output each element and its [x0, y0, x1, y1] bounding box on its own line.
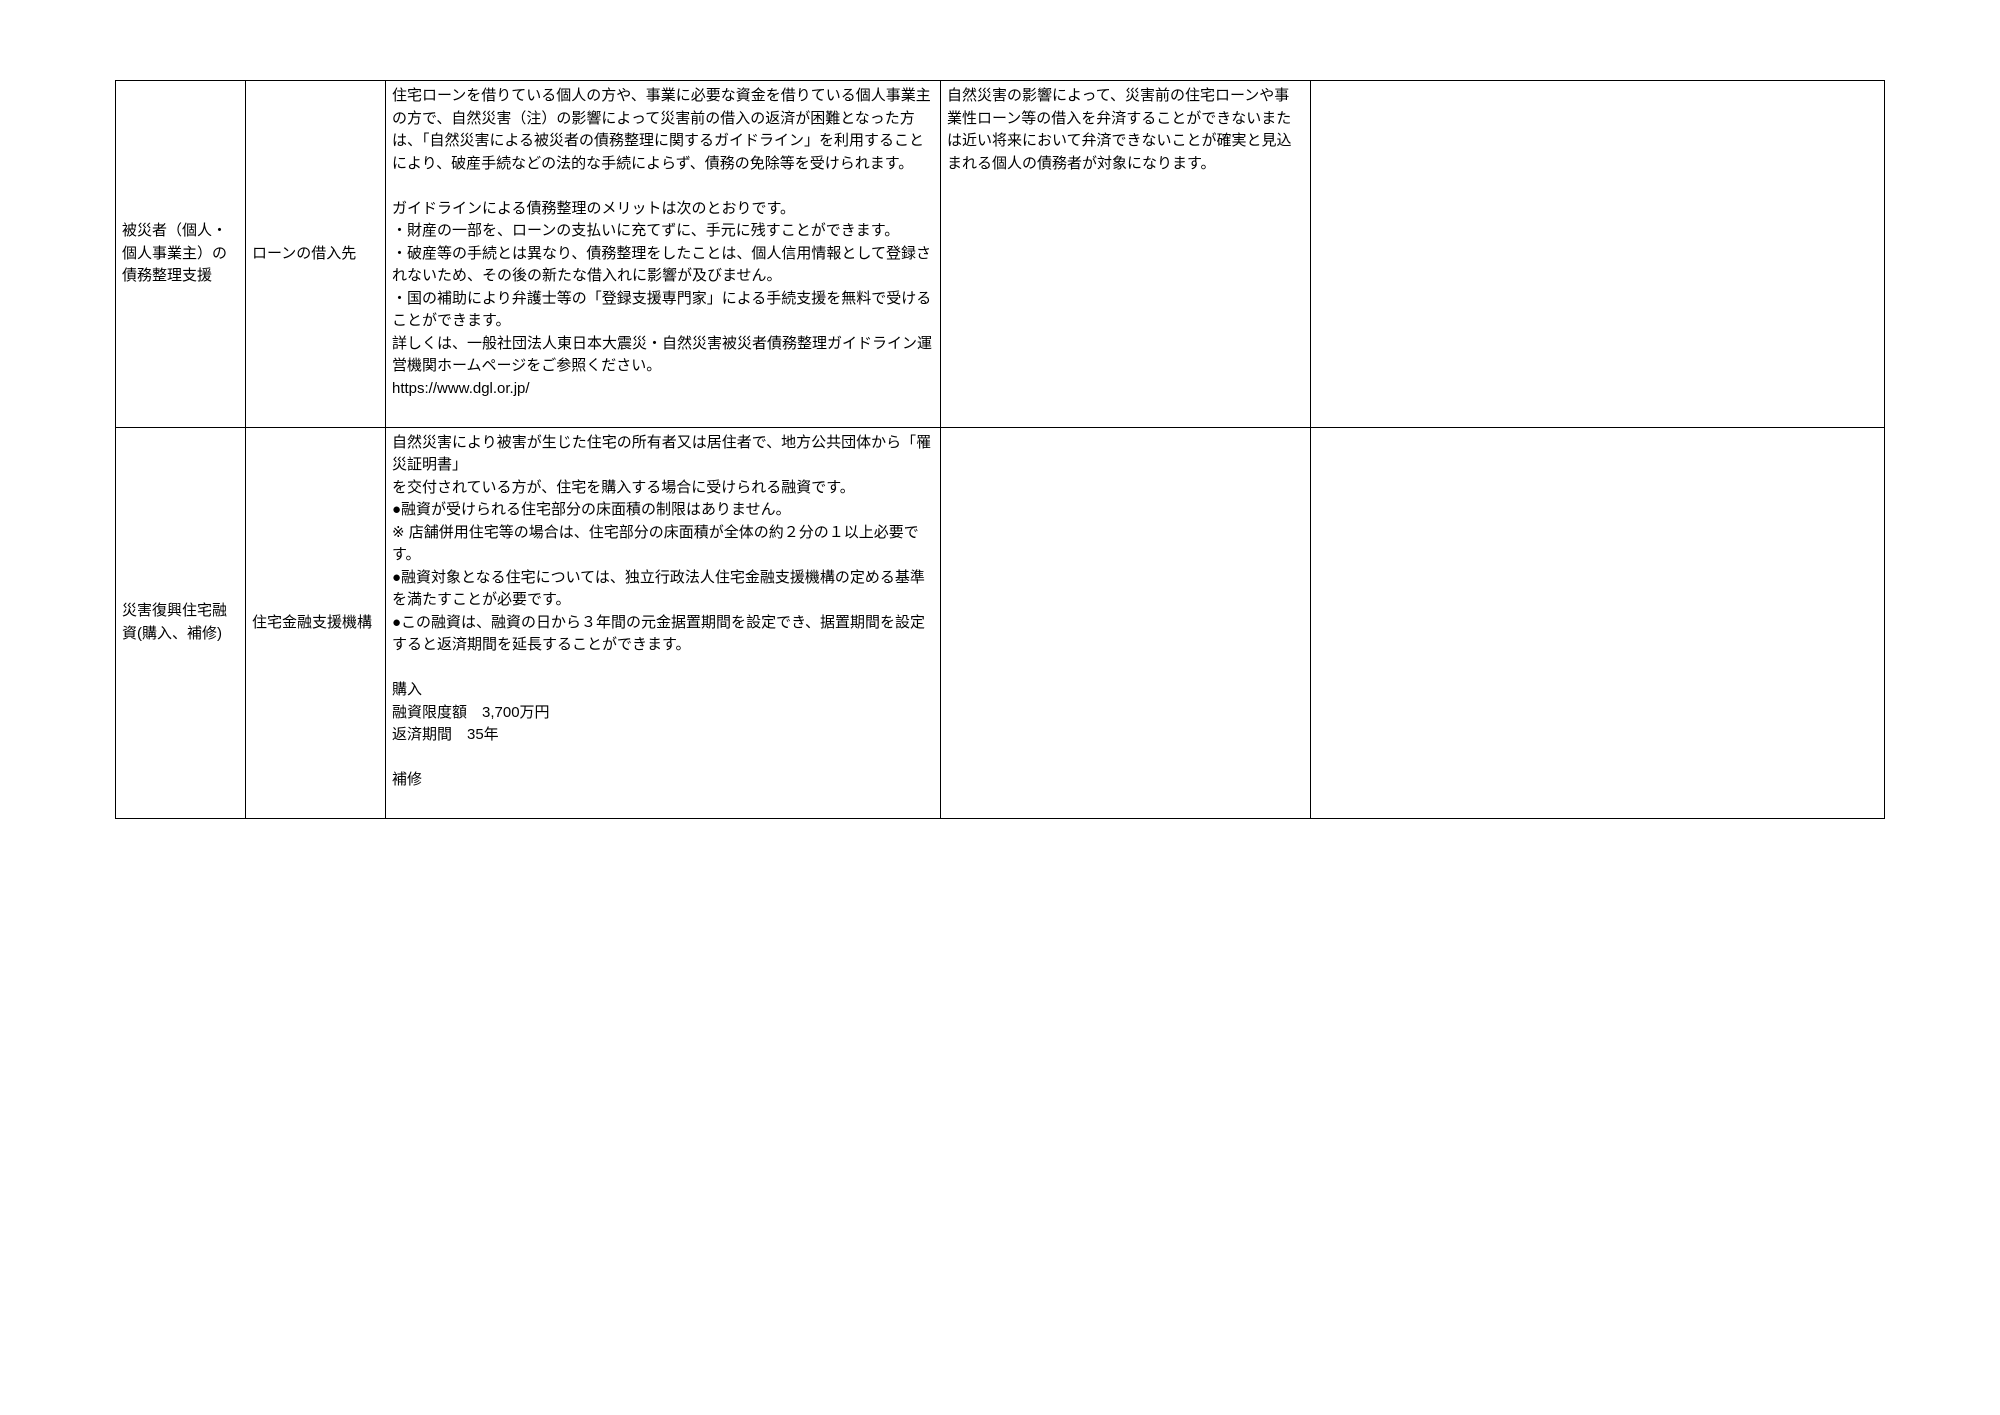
document-page: 被災者（個人・個人事業主）の債務整理支援 ローンの借入先 住宅ローンを借りている… [0, 0, 2000, 899]
cell-notes [1311, 81, 1885, 428]
cell-agency: ローンの借入先 [246, 81, 386, 428]
cell-description: 住宅ローンを借りている個人の方や、事業に必要な資金を借りている個人事業主の方で、… [386, 81, 941, 428]
cell-eligibility [941, 427, 1311, 819]
cell-program-name: 被災者（個人・個人事業主）の債務整理支援 [116, 81, 246, 428]
cell-description: 自然災害により被害が生じた住宅の所有者又は居住者で、地方公共団体から「罹災証明書… [386, 427, 941, 819]
cell-notes [1311, 427, 1885, 819]
cell-eligibility: 自然災害の影響によって、災害前の住宅ローンや事業性ローン等の借入を弁済することが… [941, 81, 1311, 428]
table-row: 被災者（個人・個人事業主）の債務整理支援 ローンの借入先 住宅ローンを借りている… [116, 81, 1885, 428]
support-table: 被災者（個人・個人事業主）の債務整理支援 ローンの借入先 住宅ローンを借りている… [115, 80, 1885, 819]
cell-agency: 住宅金融支援機構 [246, 427, 386, 819]
cell-program-name: 災害復興住宅融資(購入、補修) [116, 427, 246, 819]
table-row: 災害復興住宅融資(購入、補修) 住宅金融支援機構 自然災害により被害が生じた住宅… [116, 427, 1885, 819]
